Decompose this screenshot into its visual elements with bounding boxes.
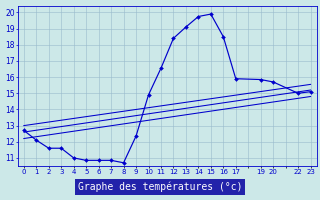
Text: Graphe des températures (°c): Graphe des températures (°c): [78, 182, 242, 192]
